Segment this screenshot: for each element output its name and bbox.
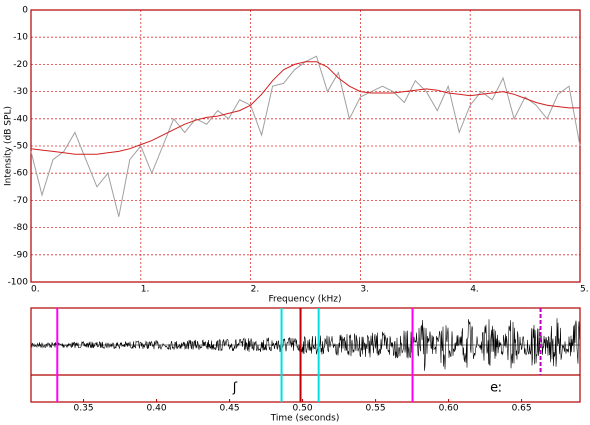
x-axis-label: Frequency (kHz) bbox=[268, 295, 341, 305]
x-tick-label: 0.65 bbox=[512, 404, 532, 414]
y-axis-label: Intensity (dB SPL) bbox=[4, 106, 14, 186]
x-tick-label: 2. bbox=[251, 285, 260, 295]
y-tick-label: 0 bbox=[22, 6, 28, 16]
time-axis-label: Time (seconds) bbox=[270, 414, 340, 424]
y-tick-label: -70 bbox=[13, 196, 28, 206]
y-tick-label: -100 bbox=[8, 278, 29, 288]
x-tick-label: 1. bbox=[141, 285, 150, 295]
x-tick-label: 0.50 bbox=[293, 404, 313, 414]
y-tick-label: -10 bbox=[13, 33, 28, 43]
y-tick-label: -20 bbox=[13, 60, 28, 70]
y-tick-label: -80 bbox=[13, 223, 28, 233]
x-tick-label: 0.55 bbox=[366, 404, 386, 414]
segment-label: eː bbox=[490, 381, 502, 396]
y-tick-label: -40 bbox=[13, 114, 28, 124]
x-tick-label: 0.35 bbox=[74, 404, 94, 414]
y-tick-label: -50 bbox=[13, 142, 28, 152]
waveform-frame bbox=[30, 307, 581, 403]
y-tick-label: -30 bbox=[13, 87, 28, 97]
x-tick-label: 0.60 bbox=[439, 404, 459, 414]
x-tick-label: 4. bbox=[470, 285, 479, 295]
y-tick-label: -60 bbox=[13, 169, 28, 179]
x-tick-label: 0.45 bbox=[220, 404, 240, 414]
x-tick-label: 3. bbox=[360, 285, 369, 295]
x-tick-label: 0.40 bbox=[147, 404, 167, 414]
y-tick-label: -90 bbox=[13, 250, 28, 260]
spectrum-line bbox=[30, 61, 580, 155]
x-tick-label: 5. bbox=[580, 285, 589, 295]
waveform bbox=[30, 318, 580, 371]
segment-label: ʃ bbox=[232, 381, 238, 396]
x-tick-label: 0. bbox=[31, 285, 40, 295]
